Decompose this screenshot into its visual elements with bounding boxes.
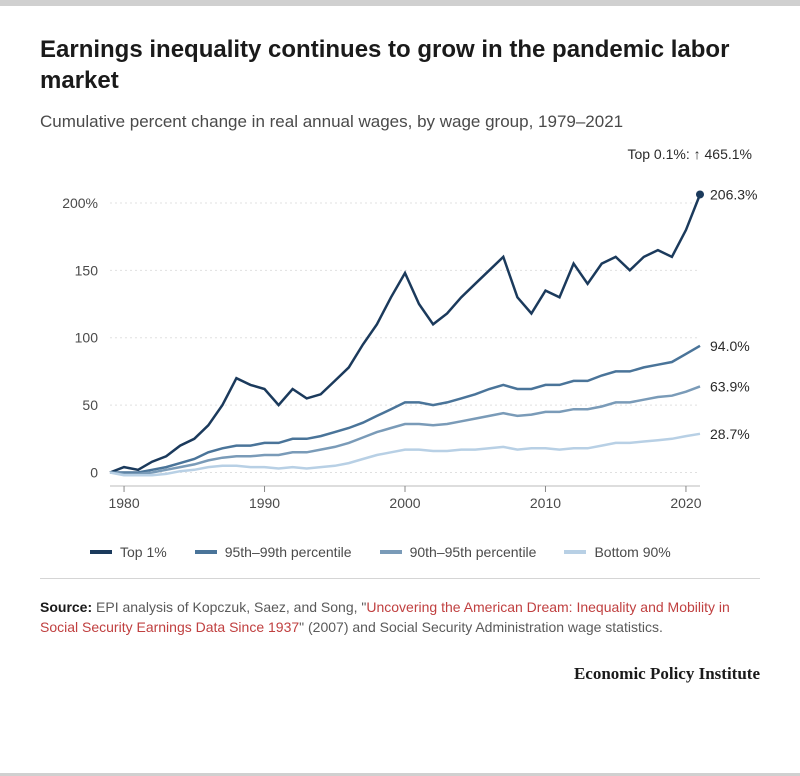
y-tick-label: 50 — [82, 397, 98, 413]
legend-label: Top 1% — [120, 544, 167, 560]
series-top1 — [110, 195, 700, 473]
x-tick-label: 2010 — [530, 495, 561, 511]
end-label-top1: 206.3% — [710, 187, 757, 203]
y-tick-label: 100 — [75, 330, 99, 346]
legend-swatch — [564, 550, 586, 554]
y-tick-label: 150 — [75, 263, 99, 279]
legend-item: 90th–95th percentile — [380, 544, 537, 560]
legend-label: 90th–95th percentile — [410, 544, 537, 560]
end-label-p95_99: 94.0% — [710, 338, 750, 354]
end-label-bottom90: 28.7% — [710, 426, 750, 442]
end-marker-top1 — [696, 191, 704, 199]
legend: Top 1% 95th–99th percentile 90th–95th perc… — [40, 526, 760, 579]
line-chart: 0 50 100 150 200% 1980 1990 2000 2010 2020 206.3% 9… — [40, 146, 760, 526]
source-post: " (2007) and Social Security Administrat… — [299, 619, 663, 635]
source-pre: EPI analysis of Kopczuk, Saez, and Song,… — [92, 599, 366, 615]
top-01-callout: Top 0.1%: ↑ 465.1% — [627, 146, 752, 162]
footer-brand: Economic Policy Institute — [40, 664, 760, 684]
chart-subtitle: Cumulative percent change in real annual… — [40, 110, 760, 134]
x-tick-label: 1990 — [249, 495, 280, 511]
legend-item: 95th–99th percentile — [195, 544, 352, 560]
y-tick-label: 0 — [90, 465, 98, 481]
chart-title: Earnings inequality continues to grow in… — [40, 34, 760, 96]
series-p90_95 — [110, 387, 700, 475]
series-p95_99 — [110, 346, 700, 473]
legend-item: Top 1% — [90, 544, 167, 560]
y-tick-label: 200% — [62, 195, 98, 211]
legend-swatch — [195, 550, 217, 554]
source-note: Source: EPI analysis of Kopczuk, Saez, a… — [40, 597, 760, 638]
legend-label: 95th–99th percentile — [225, 544, 352, 560]
source-label: Source: — [40, 599, 92, 615]
series-bottom90 — [110, 434, 700, 475]
end-label-p90_95: 63.9% — [710, 379, 750, 395]
chart-area: Top 0.1%: ↑ 465.1% 0 50 100 150 200% 1980 1990… — [40, 146, 760, 526]
legend-label: Bottom 90% — [594, 544, 670, 560]
chart-container: Earnings inequality continues to grow in… — [0, 6, 800, 704]
legend-swatch — [90, 550, 112, 554]
legend-swatch — [380, 550, 402, 554]
x-tick-label: 1980 — [108, 495, 139, 511]
legend-item: Bottom 90% — [564, 544, 670, 560]
x-tick-label: 2020 — [670, 495, 701, 511]
x-tick-label: 2000 — [389, 495, 420, 511]
